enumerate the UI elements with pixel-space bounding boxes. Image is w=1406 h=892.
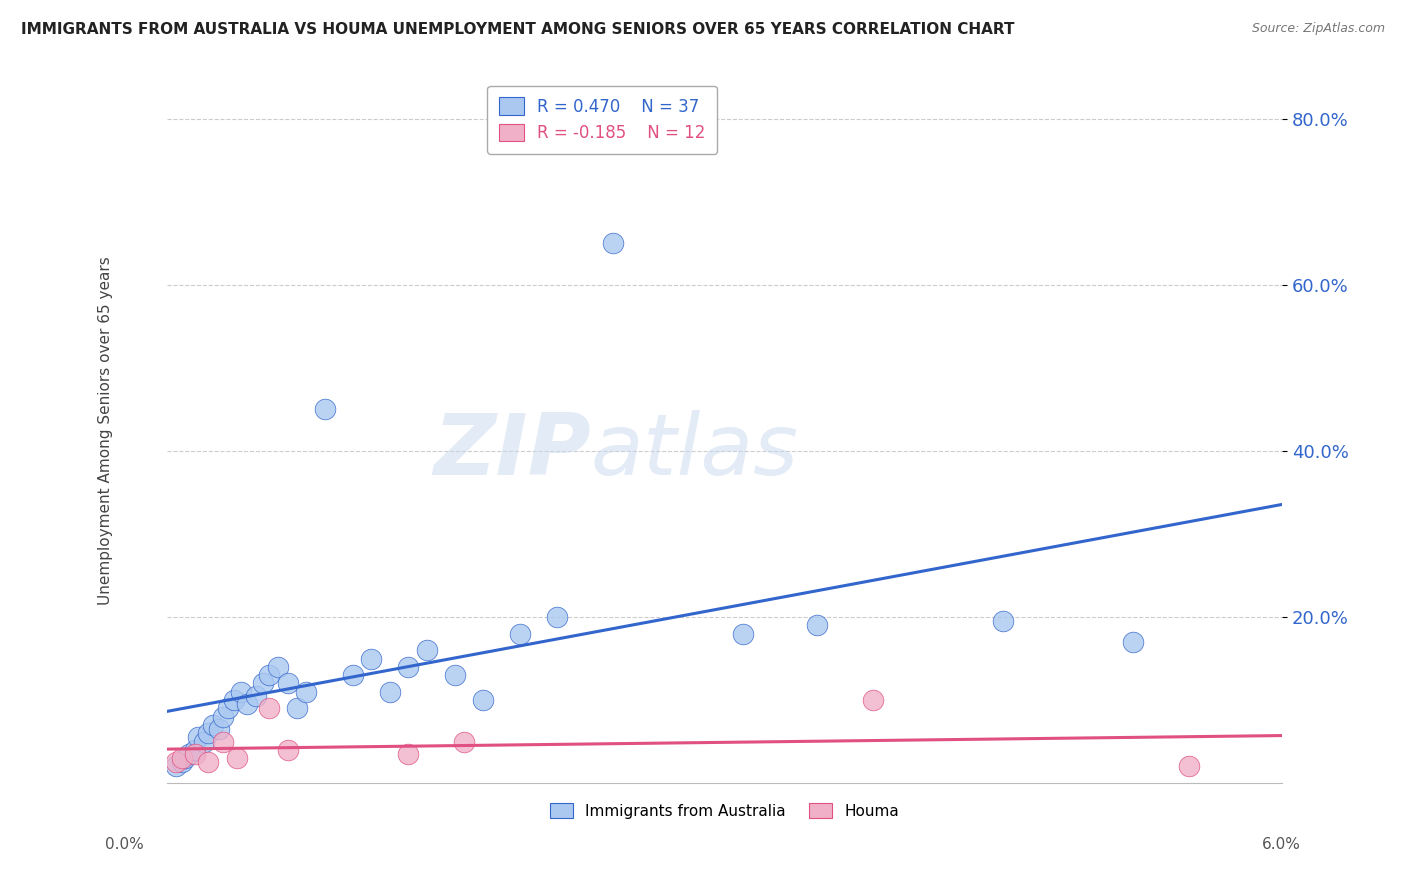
Point (862, 693, 884, 707)
Point (360, 651, 382, 665)
Legend: Immigrants from Australia, Houma: Immigrants from Australia, Houma (544, 797, 905, 825)
Point (453, 734, 475, 748)
Point (197, 726, 219, 740)
Point (993, 614, 1015, 628)
Text: 6.0%: 6.0% (1261, 837, 1301, 852)
Point (806, 618, 828, 632)
Point (211, 734, 233, 748)
Point (235, 697, 257, 711)
Point (217, 701, 239, 715)
Point (211, 709, 233, 723)
Point (295, 684, 318, 698)
Point (342, 668, 364, 682)
Point (602, 236, 624, 251)
Point (177, 747, 200, 761)
Text: atlas: atlas (591, 410, 799, 493)
Point (378, 684, 401, 698)
Point (231, 684, 253, 698)
Point (197, 756, 219, 770)
Point (202, 718, 225, 732)
Point (252, 676, 274, 690)
Point (165, 756, 187, 770)
Point (174, 751, 197, 765)
Point (183, 743, 205, 757)
Point (398, 747, 420, 761)
Point (183, 747, 205, 761)
Text: 0.0%: 0.0% (105, 837, 145, 852)
Point (257, 701, 280, 715)
Text: ZIP: ZIP (433, 410, 591, 493)
Point (277, 676, 299, 690)
Point (226, 751, 249, 765)
Point (314, 402, 336, 417)
Point (170, 751, 193, 765)
Point (733, 626, 755, 640)
Text: IMMIGRANTS FROM AUSTRALIA VS HOUMA UNEMPLOYMENT AMONG SENIORS OVER 65 YEARS CORR: IMMIGRANTS FROM AUSTRALIA VS HOUMA UNEMP… (21, 22, 1015, 37)
Point (267, 660, 290, 674)
Point (170, 756, 193, 770)
Text: Unemployment Among Seniors over 65 years: Unemployment Among Seniors over 65 years (98, 256, 112, 605)
Point (444, 668, 467, 682)
Point (398, 660, 420, 674)
Point (546, 610, 568, 624)
Point (509, 626, 531, 640)
Point (257, 668, 280, 682)
Point (285, 701, 308, 715)
Point (193, 734, 215, 748)
Point (222, 693, 245, 707)
Point (1122, 635, 1144, 649)
Point (1178, 759, 1201, 773)
Text: Source: ZipAtlas.com: Source: ZipAtlas.com (1251, 22, 1385, 36)
Point (416, 643, 439, 657)
Point (165, 759, 187, 773)
Point (245, 689, 267, 703)
Point (471, 693, 494, 707)
Point (277, 743, 299, 757)
Point (187, 731, 209, 745)
Point (208, 722, 231, 736)
